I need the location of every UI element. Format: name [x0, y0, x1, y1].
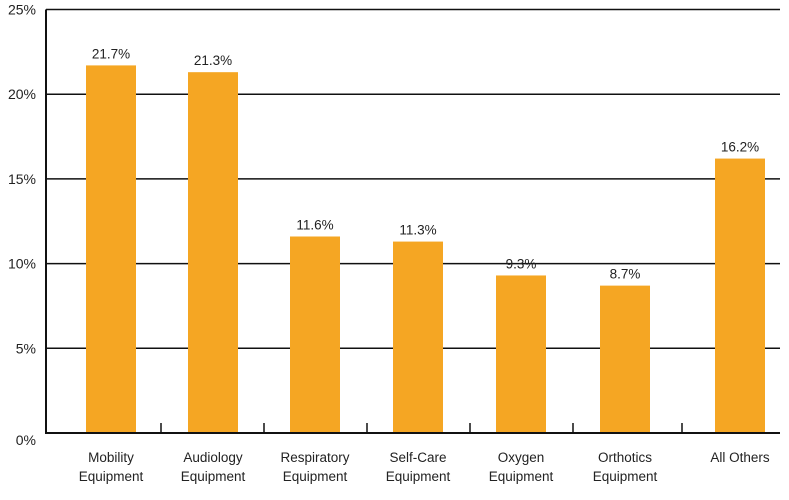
y-tick-label: 20% [8, 86, 36, 102]
data-label: 21.7% [92, 46, 130, 61]
y-tick-label: 25% [8, 2, 36, 18]
bar [86, 65, 136, 433]
x-tick-label: Equipment [79, 469, 144, 484]
x-tick-label: All Others [710, 450, 770, 465]
x-tick-label: Self-Care [389, 450, 446, 465]
bar [600, 285, 650, 433]
data-label: 21.3% [194, 53, 232, 68]
x-tick-label: Equipment [283, 469, 348, 484]
bar [496, 275, 546, 433]
bar [290, 236, 340, 433]
x-tick-label: Equipment [181, 469, 246, 484]
y-tick-label: 5% [16, 340, 36, 356]
data-label: 11.3% [399, 223, 436, 238]
x-tick-label: Mobility [88, 450, 134, 465]
x-tick-label: Oxygen [498, 450, 545, 465]
y-tick-label: 15% [8, 171, 36, 187]
data-label: 11.6% [296, 217, 333, 232]
bar [188, 72, 238, 433]
x-tick-label: Audiology [183, 450, 243, 465]
x-tick-label: Respiratory [280, 450, 349, 465]
data-label: 9.3% [506, 256, 537, 271]
x-tick-label: Equipment [489, 469, 554, 484]
x-tick-label: Equipment [593, 469, 658, 484]
y-tick-label: 0% [16, 432, 36, 448]
x-tick-label: Equipment [386, 469, 451, 484]
y-tick-label: 10% [8, 256, 36, 272]
x-tick-label: Orthotics [598, 450, 652, 465]
bar [393, 241, 443, 433]
bar [715, 158, 765, 433]
data-label: 8.7% [610, 267, 641, 282]
data-label: 16.2% [721, 140, 759, 155]
